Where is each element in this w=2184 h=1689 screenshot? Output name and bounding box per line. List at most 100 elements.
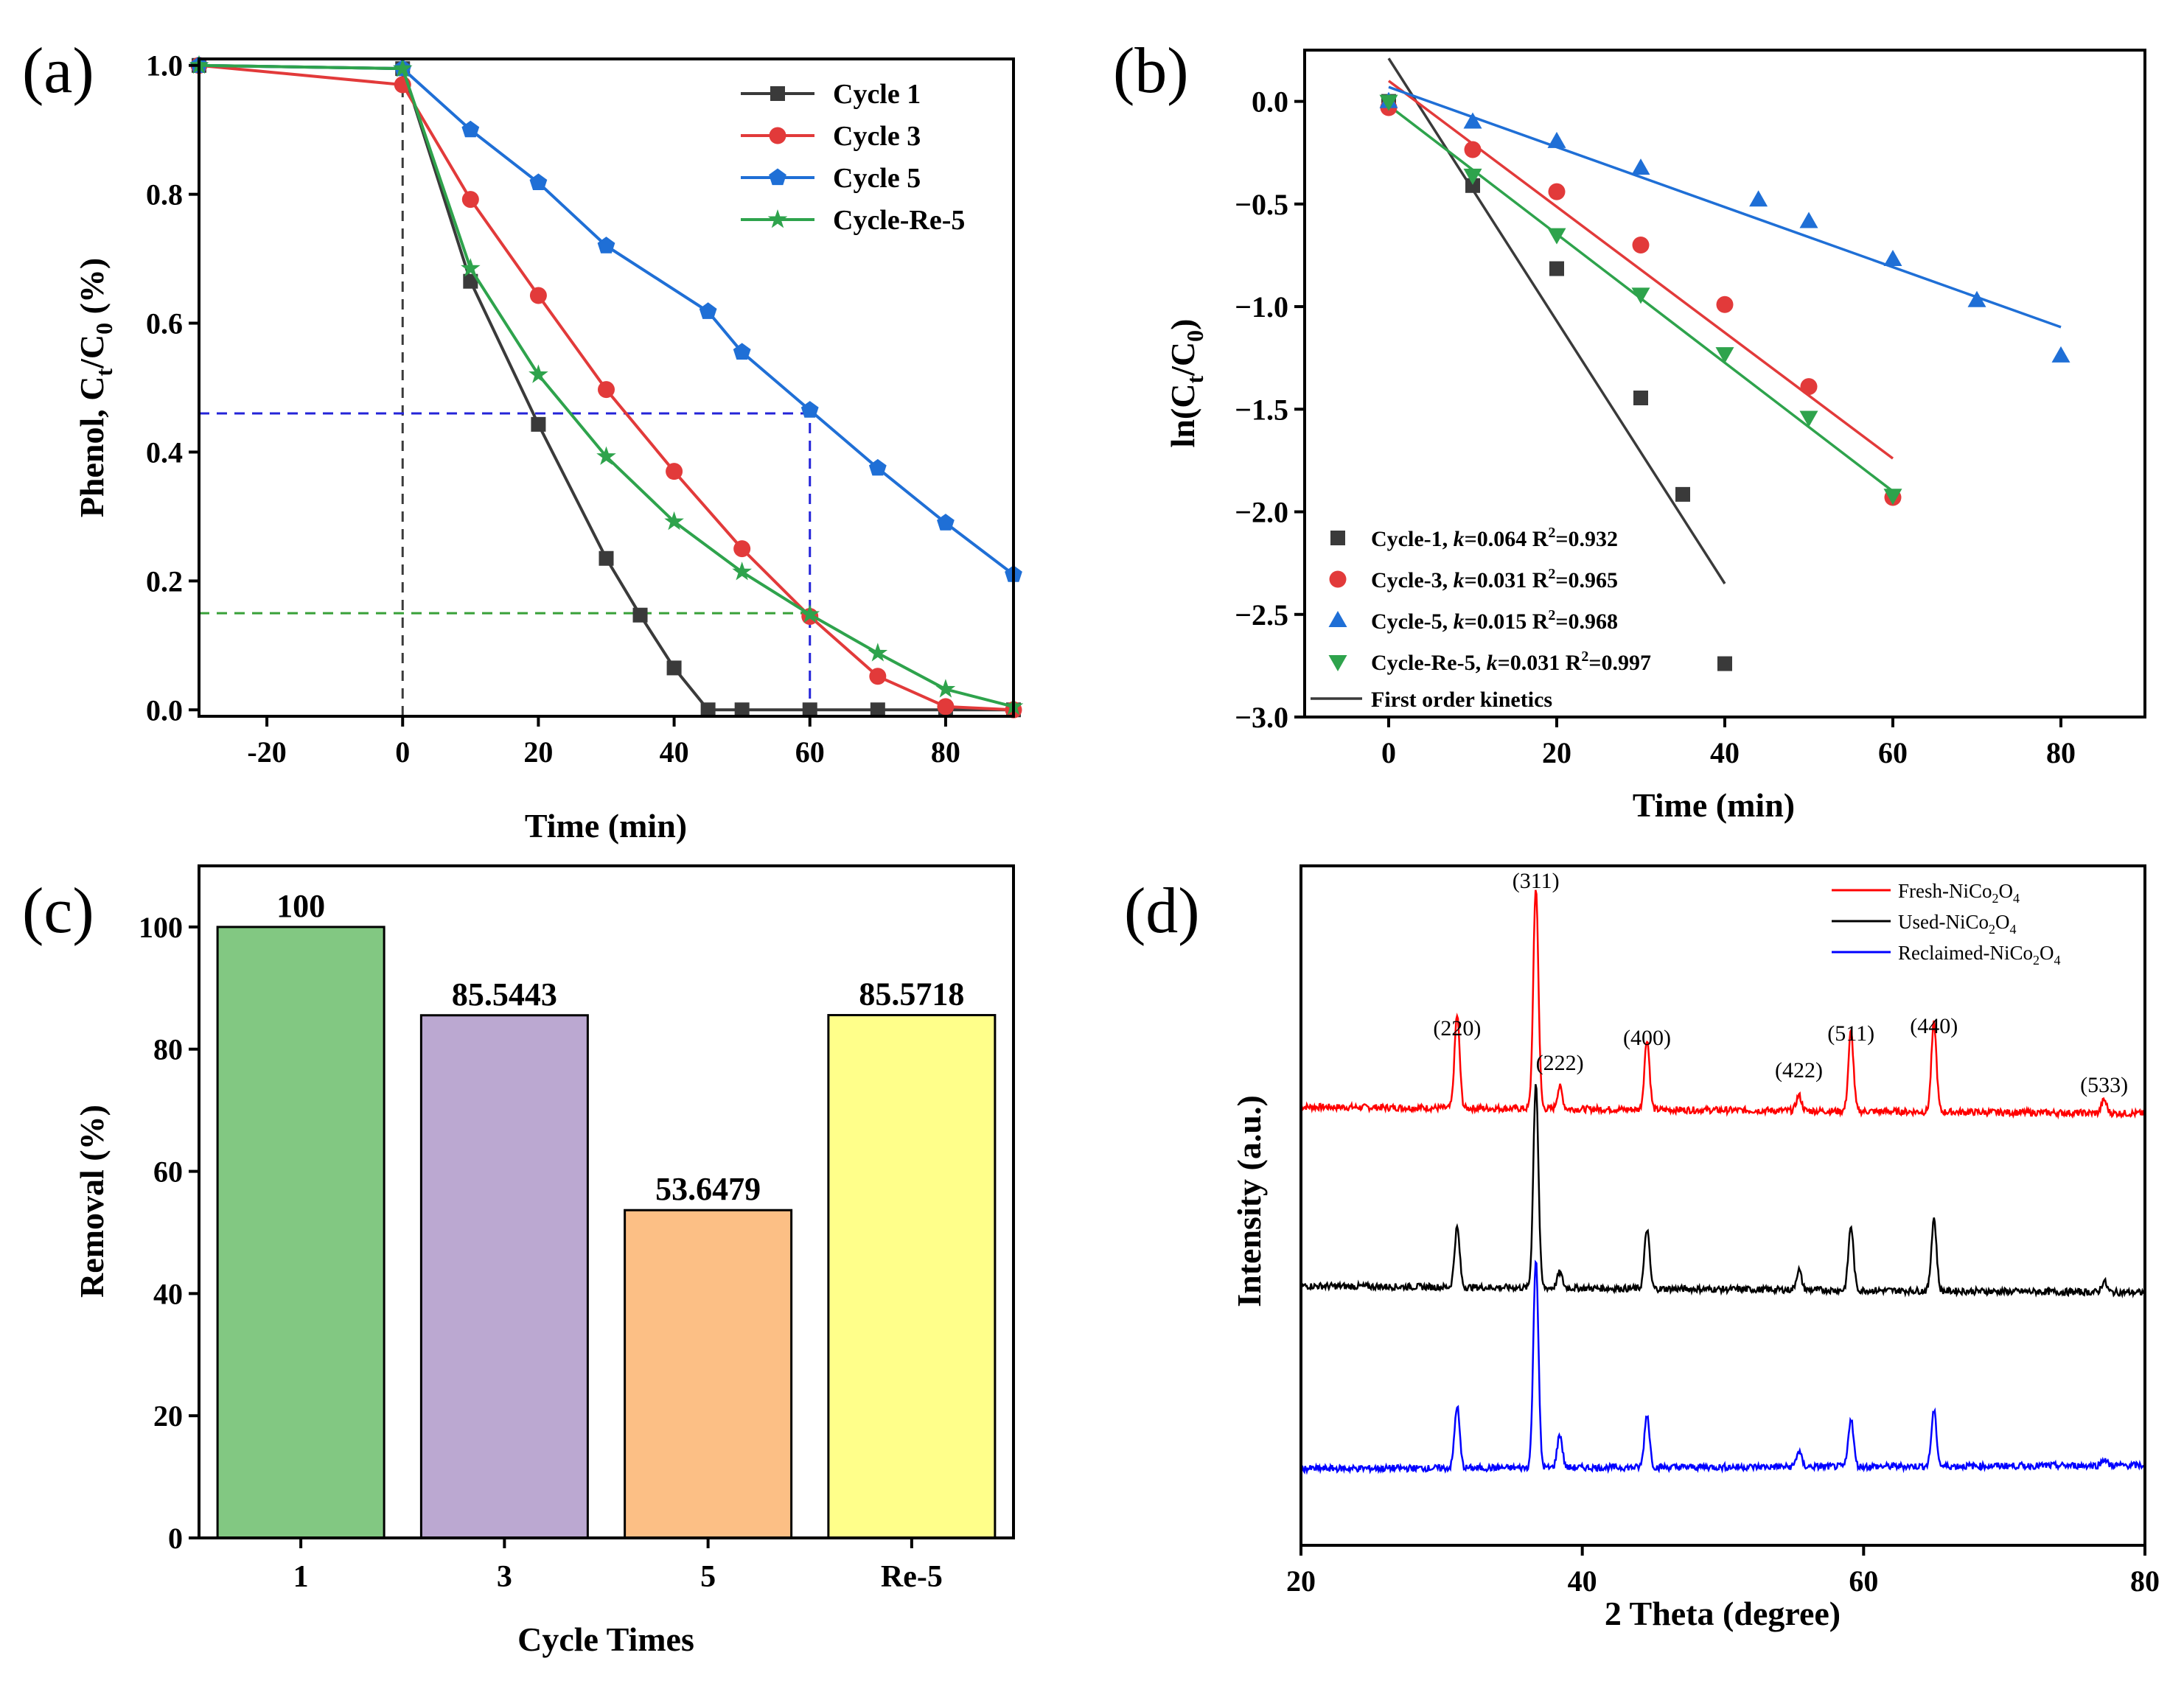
legend-label-part: =0.997: [1588, 651, 1651, 675]
panel-b-series: [1379, 91, 2070, 671]
panel-a-axes-frame: [198, 57, 1015, 718]
panel-c-label: (c): [22, 875, 94, 947]
data-point: [664, 511, 684, 531]
legend-marker: [1328, 611, 1347, 627]
legend-label-part: R: [1566, 651, 1582, 675]
legend-label-part: R: [1532, 527, 1549, 551]
panel-b-y-ticks: 0.0 −0.5 −1.0 −1.5 −2.0 −2.5 −3.0: [1235, 85, 1305, 734]
legend-label: Cycle 5: [833, 163, 921, 194]
data-point: [937, 698, 955, 716]
panel-c-bars: 100 85.5443 53.6479 85.5718: [216, 888, 997, 1539]
data-point: [461, 258, 481, 277]
panel-d-traces: [1299, 889, 2146, 1475]
data-point: [868, 458, 887, 476]
legend-label-part: =0.932: [1555, 527, 1618, 551]
x-tick-label: 80: [931, 735, 960, 769]
y-tick-label: 20: [153, 1399, 183, 1433]
legend-label-part: Cycle-5,: [1371, 609, 1454, 634]
data-point: [1799, 211, 1818, 228]
peak-label: (533): [2080, 1073, 2128, 1097]
legend-label-part: =0.968: [1555, 609, 1618, 634]
x-tick-label: 20: [523, 735, 553, 769]
legend-label-part: Used-NiCo: [1898, 911, 1989, 933]
panel-b-x-ticks: 0 20 40 60 80: [1381, 717, 2076, 769]
legend-marker: [770, 86, 785, 101]
peak-label: (422): [1775, 1058, 1823, 1083]
data-point: [1883, 250, 1902, 267]
data-point: [1548, 183, 1566, 200]
x-tick-label: 40: [1710, 736, 1740, 769]
y-tick-label: 0: [168, 1522, 183, 1555]
legend-label-part: O: [2040, 942, 2054, 964]
x-tick-label: 20: [1286, 1564, 1316, 1598]
panel-a-x-ticks: -20 0 20 40 60 80: [247, 716, 960, 769]
y-tick-label: 0.2: [146, 564, 183, 598]
legend-label-part: Cycle-3,: [1371, 568, 1454, 592]
x-tick-label: 80: [2130, 1564, 2160, 1598]
x-tick-label: 3: [497, 1560, 512, 1594]
x-tick-label: -20: [247, 735, 286, 769]
peak-label: (400): [1623, 1026, 1671, 1050]
legend-label: Cycle-Re-5, k=0.031 R2=0.997: [1371, 648, 1651, 675]
panel-a-y-axis-label: Phenol, Ct/C0 (%): [73, 258, 117, 517]
legend-label-part: k: [1454, 568, 1465, 592]
legend-label: Cycle 3: [833, 121, 921, 152]
panel-c-x-axis-label: Cycle Times: [517, 1620, 694, 1658]
legend-marker: [769, 168, 786, 186]
x-tick-label: 60: [795, 735, 825, 769]
x-tick-label: 60: [1878, 736, 1908, 769]
legend-label-part: 2: [1548, 566, 1555, 582]
panel-c-y-axis-label: Removal (%): [73, 1105, 111, 1298]
bar-value-label: 53.6479: [655, 1171, 761, 1207]
bar: [624, 1209, 793, 1539]
data-point: [1716, 296, 1734, 313]
panel-c-y-ticks: 0 20 40 60 80 100: [139, 911, 199, 1555]
data-point: [1464, 141, 1482, 158]
panel-b-x-axis-label: Time (min): [1633, 786, 1795, 824]
y-tick-label: 0.6: [146, 307, 183, 340]
panel-a-series: [189, 55, 1024, 718]
legend-label-part: O: [1999, 880, 2014, 902]
legend-label: Cycle-3, k=0.031 R2=0.965: [1371, 566, 1618, 592]
y-tick-label: 0.8: [146, 178, 183, 211]
y-tick-label: −2.0: [1235, 496, 1288, 529]
legend-label: Cycle-5, k=0.015 R2=0.968: [1371, 607, 1618, 634]
data-point: [1633, 390, 1648, 405]
panel-a-legend: Cycle 1 Cycle 3 Cycle 5 Cycle-Re-5: [741, 79, 965, 236]
legend-marker: [767, 209, 788, 228]
y-tick-label: 100: [139, 911, 183, 944]
data-point: [531, 416, 546, 432]
data-point: [800, 604, 820, 623]
bar-value-label: 85.5718: [859, 976, 964, 1013]
data-point: [632, 607, 648, 623]
y-tick-label: 40: [153, 1277, 183, 1310]
legend-label-part: 4: [2010, 922, 2017, 937]
y-tick-label: 0.0: [1252, 85, 1288, 119]
panel-d-axes-frame: [1299, 864, 2146, 1547]
y-tick-label: −0.5: [1235, 188, 1288, 221]
x-tick-label: 0: [1381, 736, 1396, 769]
data-point: [1800, 378, 1818, 396]
bar: [419, 1014, 589, 1539]
data-point: [463, 273, 478, 289]
x-tick-label: 20: [1542, 736, 1571, 769]
panel-c: (c) 100 85.5443 53.6479 85.5718 1 3 5 Re-5 0 20…: [22, 864, 1015, 1658]
data-point: [699, 302, 717, 319]
legend-label-part: Fresh-NiCo: [1898, 880, 1992, 902]
data-point: [734, 702, 750, 718]
data-point: [1883, 489, 1902, 506]
panel-b-label: (b): [1113, 35, 1189, 107]
legend-marker: [769, 127, 786, 144]
y-tick-label: 0.4: [146, 436, 183, 469]
legend-label-part: k: [1487, 651, 1498, 675]
legend-label-part: 2: [1989, 922, 1995, 937]
legend-marker: [1328, 655, 1347, 671]
panel-c-axes-frame: [198, 864, 1015, 1539]
legend-label-part: k: [1454, 527, 1465, 551]
panel-b-fit-lines: [1387, 57, 2062, 584]
panel-a-guides: [199, 65, 812, 716]
panel-d-label: (d): [1124, 875, 1200, 947]
